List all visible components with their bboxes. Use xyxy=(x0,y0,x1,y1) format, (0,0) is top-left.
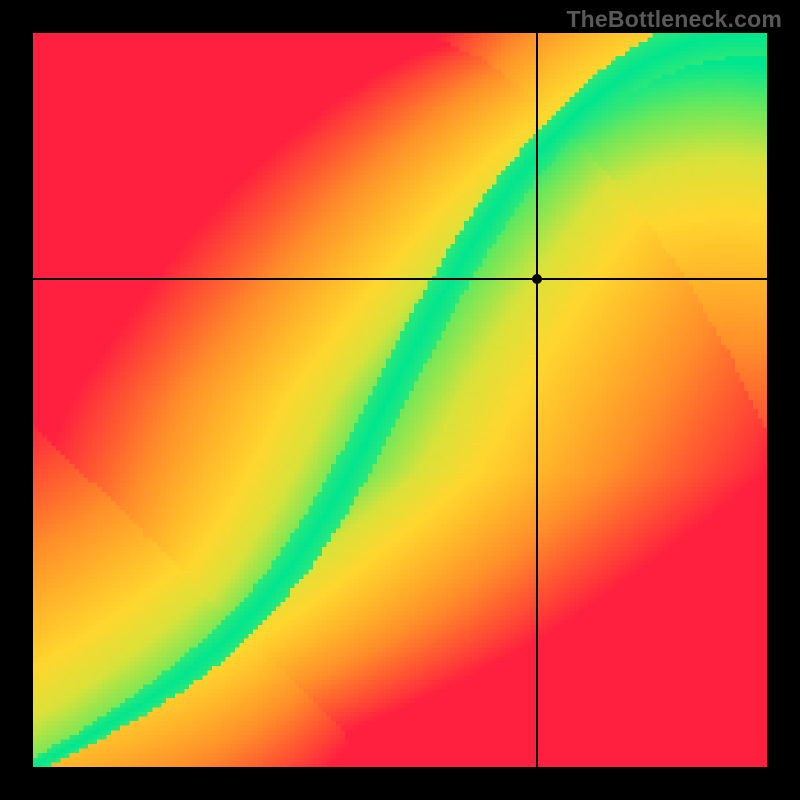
crosshair-marker xyxy=(532,274,542,284)
chart-container: TheBottleneck.com xyxy=(0,0,800,800)
heatmap-canvas xyxy=(33,33,767,767)
crosshair-vertical xyxy=(536,33,538,767)
crosshair-horizontal xyxy=(33,278,767,280)
watermark-text: TheBottleneck.com xyxy=(566,6,782,33)
